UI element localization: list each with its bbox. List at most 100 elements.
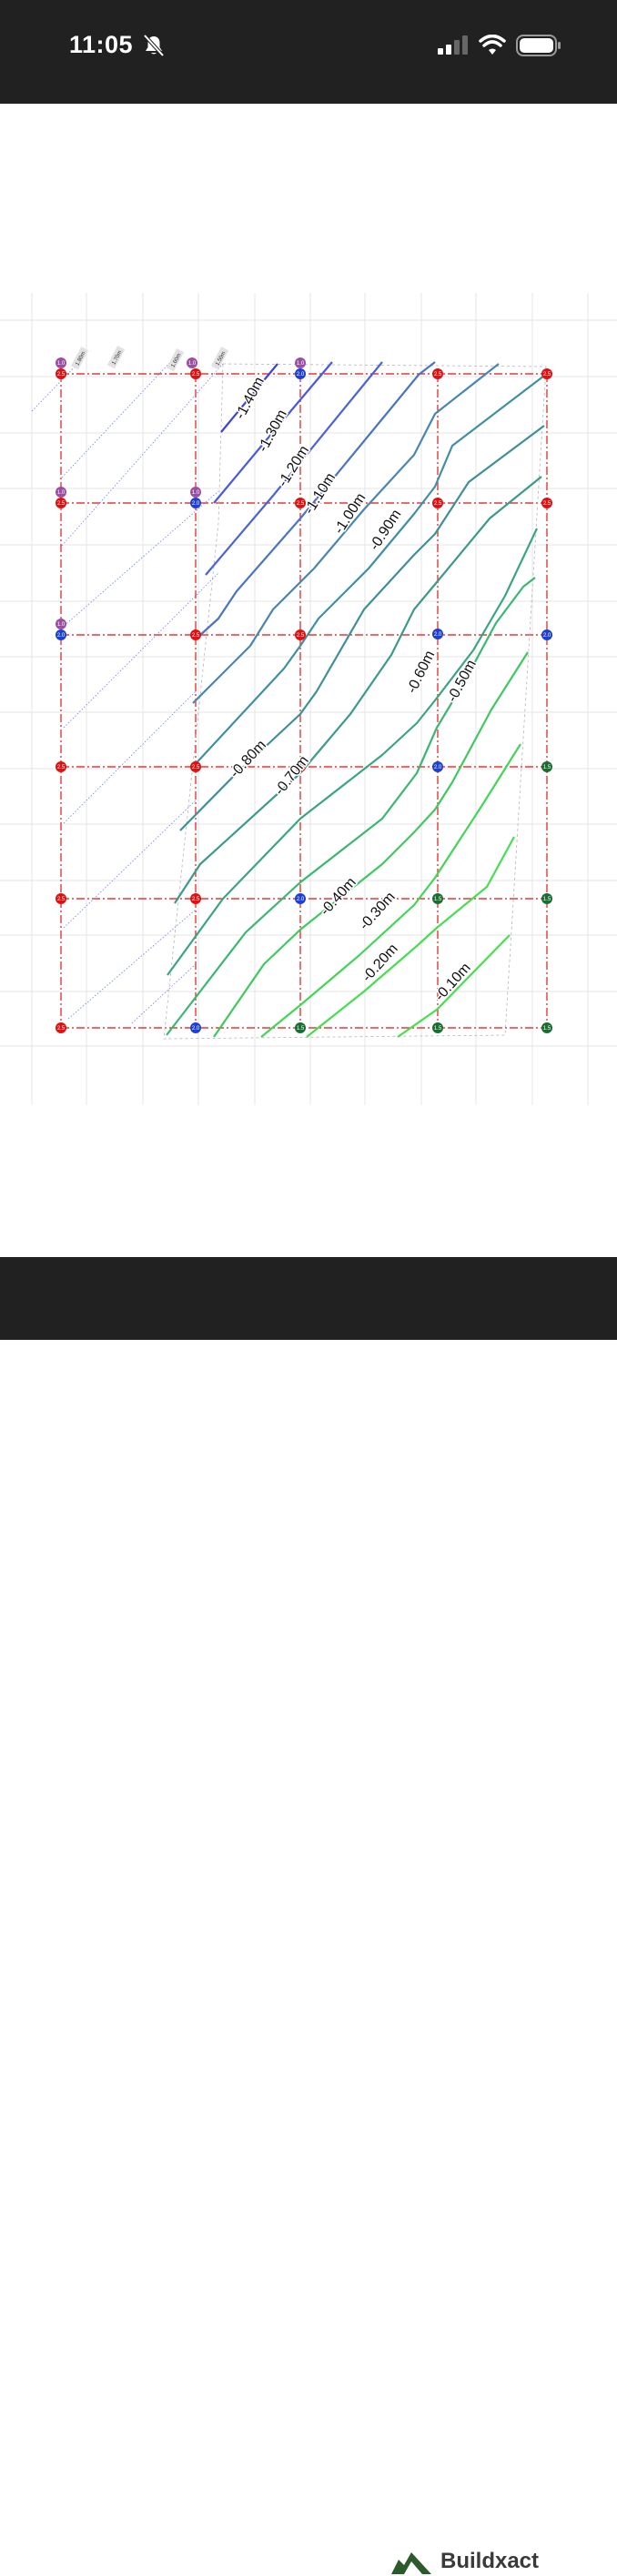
measure-line	[63, 800, 197, 929]
level-marker-value: 2.0	[434, 632, 442, 638]
level-marker-value: 1.0	[297, 361, 305, 367]
level-marker	[56, 368, 66, 379]
contour-line	[192, 363, 500, 704]
level-marker-value: 2.0	[434, 765, 442, 770]
site-boundary	[163, 363, 547, 1040]
level-marker-value: 2.5	[297, 501, 305, 507]
level-marker	[190, 761, 201, 772]
wifi-icon	[479, 35, 506, 55]
contour-label: -0.80m	[228, 738, 269, 781]
survey-grid-lines	[60, 363, 548, 1040]
level-marker-value: 2.0	[297, 897, 305, 902]
level-marker	[432, 498, 443, 508]
level-marker	[295, 498, 306, 508]
level-marker	[295, 368, 306, 379]
contour-line	[167, 528, 538, 976]
measure-tag: 1.80m	[70, 347, 89, 370]
level-marker-value: 2.5	[297, 633, 305, 639]
bell-slash-icon	[143, 34, 165, 57]
level-marker-value: 2.5	[57, 501, 66, 507]
contour-line	[197, 361, 436, 638]
level-marker	[56, 893, 66, 904]
measure-line	[31, 358, 83, 412]
contour-label: -0.60m	[404, 649, 438, 696]
level-marker	[295, 357, 306, 368]
level-marker	[56, 761, 66, 772]
contour-lines	[166, 361, 545, 1038]
level-marker	[541, 1022, 552, 1033]
level-marker-value: 1.5	[297, 1026, 305, 1031]
measure-line	[61, 363, 224, 547]
level-marker	[432, 761, 443, 772]
level-marker-value: 2.0	[192, 1026, 200, 1031]
measure-line	[61, 490, 219, 629]
measure-tag: 1.50m	[210, 347, 229, 370]
measure-tag-box	[106, 346, 126, 369]
contour-line	[260, 743, 521, 1038]
measure-line	[63, 690, 197, 824]
level-marker	[56, 629, 66, 640]
bottom-bar: Buildxact	[0, 1257, 617, 2574]
buildxact-logo-icon	[391, 2552, 431, 2574]
level-marker-value: 2.5	[543, 372, 551, 377]
level-marker	[432, 1022, 443, 1033]
level-marker-value: 2.5	[434, 501, 442, 507]
contour-line	[190, 375, 545, 770]
level-marker-value: 2.5	[192, 633, 200, 639]
level-marker-value: 1.0	[57, 490, 66, 496]
level-marker	[541, 629, 552, 640]
level-marker	[56, 1022, 66, 1033]
level-marker-value: 2.0	[57, 633, 66, 639]
level-marker-value: 1.5	[543, 765, 551, 770]
level-marker-value: 2.5	[57, 1026, 66, 1031]
level-marker	[295, 629, 306, 640]
level-marker	[190, 498, 201, 508]
contour-line	[205, 361, 383, 576]
contour-line	[220, 363, 278, 433]
level-marker-value: 2.5	[57, 897, 66, 902]
contour-label: -1.00m	[331, 490, 369, 537]
contour-label: -0.40m	[318, 875, 359, 919]
level-marker-value: 2.5	[57, 372, 66, 377]
level-marker	[56, 487, 66, 498]
level-marker	[541, 498, 552, 508]
level-markers: 2.5 2.5 2.0 2.5 2.5 2.5 2.0 2.5 2.5 2.5 2.0 2.5 2.5 2…	[56, 357, 552, 1033]
status-bar: 11:05	[0, 0, 617, 104]
level-marker	[56, 619, 66, 629]
level-marker-value: 2.0	[543, 633, 551, 639]
measure-line	[63, 572, 219, 729]
level-marker	[432, 893, 443, 904]
contour-label: -1.40m	[233, 375, 268, 422]
level-marker-value: 1.0	[192, 490, 200, 496]
level-marker-value: 2.5	[192, 897, 200, 902]
level-marker	[295, 1022, 306, 1033]
contour-line	[166, 577, 536, 1036]
cellular-signal-icon	[438, 35, 468, 55]
status-time: 11:05	[69, 31, 134, 58]
background-grid	[0, 293, 617, 1105]
level-marker-value: 2.5	[434, 372, 442, 377]
level-marker	[432, 368, 443, 379]
contour-line	[213, 651, 529, 1038]
level-marker	[541, 893, 552, 904]
measure-tag-box	[166, 348, 185, 372]
level-marker-value: 2.5	[192, 765, 200, 770]
battery-icon	[516, 35, 561, 56]
level-marker	[190, 893, 201, 904]
contour-label: -1.30m	[256, 408, 290, 455]
level-marker-value: 2.5	[543, 501, 551, 507]
contour-label: -1.20m	[275, 443, 312, 489]
measure-tag-box	[210, 347, 229, 370]
contour-line	[397, 934, 511, 1038]
measure-tag: 1.60m	[166, 348, 185, 372]
measure-line	[131, 963, 197, 1024]
level-marker-value: 2.5	[192, 372, 200, 377]
contour-label: -0.10m	[432, 961, 474, 1004]
level-marker-value: 2.0	[192, 501, 200, 507]
level-marker	[190, 629, 201, 640]
level-marker-value: 2.0	[297, 372, 305, 377]
level-marker-value: 1.5	[434, 1026, 442, 1031]
contour-line	[179, 425, 545, 831]
level-marker-value: 1.5	[434, 897, 442, 902]
contour-label: -0.70m	[272, 753, 312, 799]
